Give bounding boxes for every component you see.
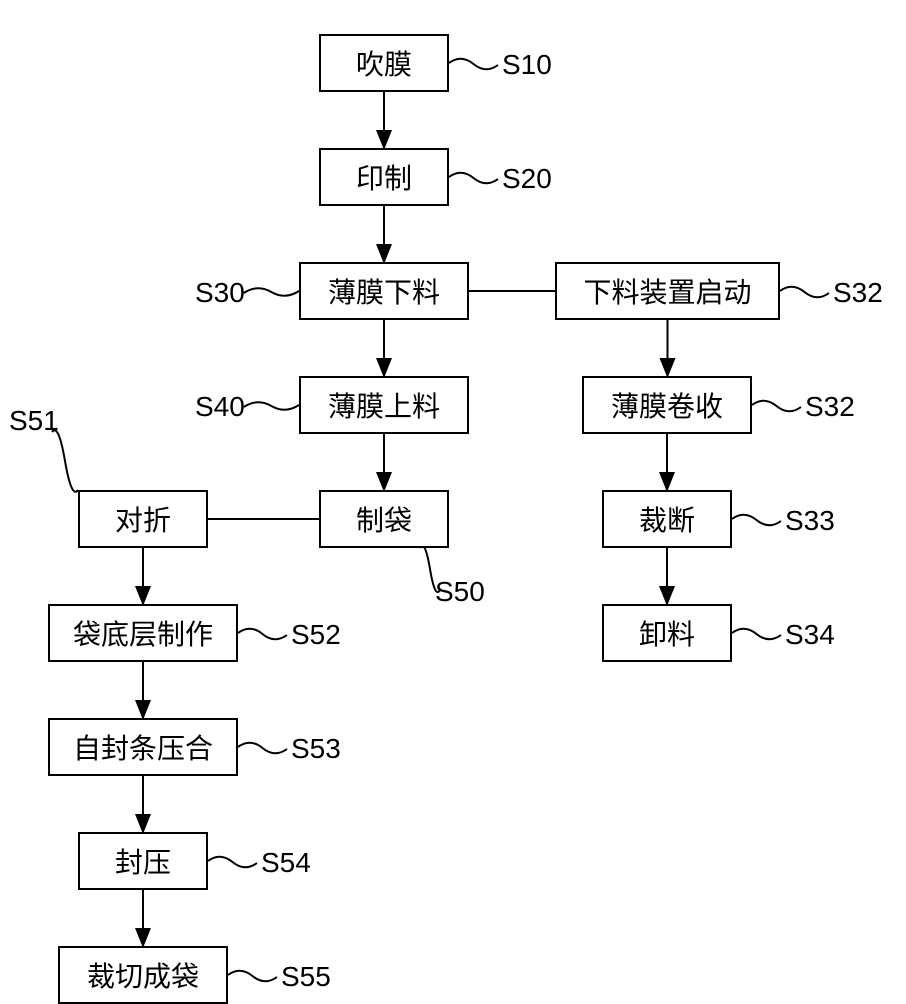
flow-node-label: 下料装置启动 xyxy=(583,271,751,311)
step-label-l_s34: S34 xyxy=(785,619,835,651)
step-label-l_s54: S54 xyxy=(261,847,311,879)
flow-node-n_s54: 封压 xyxy=(78,832,208,890)
flow-node-n_s10: 吹膜 xyxy=(319,34,449,92)
flow-node-n_s51: 对折 xyxy=(78,490,208,548)
flow-node-n_s53: 自封条压合 xyxy=(48,718,238,776)
flow-node-n_s32b: 薄膜卷收 xyxy=(582,376,752,434)
flow-node-label: 薄膜上料 xyxy=(328,385,440,425)
flow-node-label: 裁断 xyxy=(639,499,695,539)
flow-node-n_s20: 印制 xyxy=(319,148,449,206)
step-label-l_s32b: S32 xyxy=(805,391,855,423)
step-label-l_s20: S20 xyxy=(502,163,552,195)
flow-node-label: 印制 xyxy=(356,157,412,197)
flow-node-label: 裁切成袋 xyxy=(87,955,199,995)
flow-node-label: 薄膜下料 xyxy=(328,271,440,311)
flow-node-label: 制袋 xyxy=(356,499,412,539)
step-label-l_s40: S40 xyxy=(195,391,245,423)
flow-node-label: 袋底层制作 xyxy=(73,613,213,653)
flow-node-label: 自封条压合 xyxy=(73,727,213,767)
step-label-l_s30: S30 xyxy=(195,277,245,309)
flow-node-n_s32a: 下料装置启动 xyxy=(555,262,780,320)
flow-node-label: 吹膜 xyxy=(356,43,412,83)
flow-node-label: 封压 xyxy=(115,841,171,881)
step-label-l_s32a: S32 xyxy=(833,277,883,309)
flow-node-label: 卸料 xyxy=(639,613,695,653)
flow-node-n_s40: 薄膜上料 xyxy=(299,376,469,434)
flow-node-n_s55: 裁切成袋 xyxy=(58,946,228,1004)
flow-node-n_s33: 裁断 xyxy=(602,490,732,548)
flow-node-n_s34: 卸料 xyxy=(602,604,732,662)
flow-node-n_s52: 袋底层制作 xyxy=(48,604,238,662)
step-label-l_s52: S52 xyxy=(291,619,341,651)
flowchart-canvas: 吹膜印制薄膜下料 下料装置启动薄膜上料 薄膜卷收对折 制袋 裁断袋底层制作 卸料自封条压合… xyxy=(0,0,906,1000)
flow-node-label: 对折 xyxy=(115,499,171,539)
flow-node-label: 薄膜卷收 xyxy=(611,385,723,425)
flow-node-n_s50: 制袋 xyxy=(319,490,449,548)
step-label-l_s51t: S51 xyxy=(9,405,59,437)
step-label-l_s55: S55 xyxy=(281,961,331,993)
step-label-l_s10: S10 xyxy=(502,49,552,81)
step-label-l_s53: S53 xyxy=(291,733,341,765)
step-label-l_s50: S50 xyxy=(435,576,485,608)
flow-node-n_s30: 薄膜下料 xyxy=(299,262,469,320)
step-label-l_s33: S33 xyxy=(785,505,835,537)
